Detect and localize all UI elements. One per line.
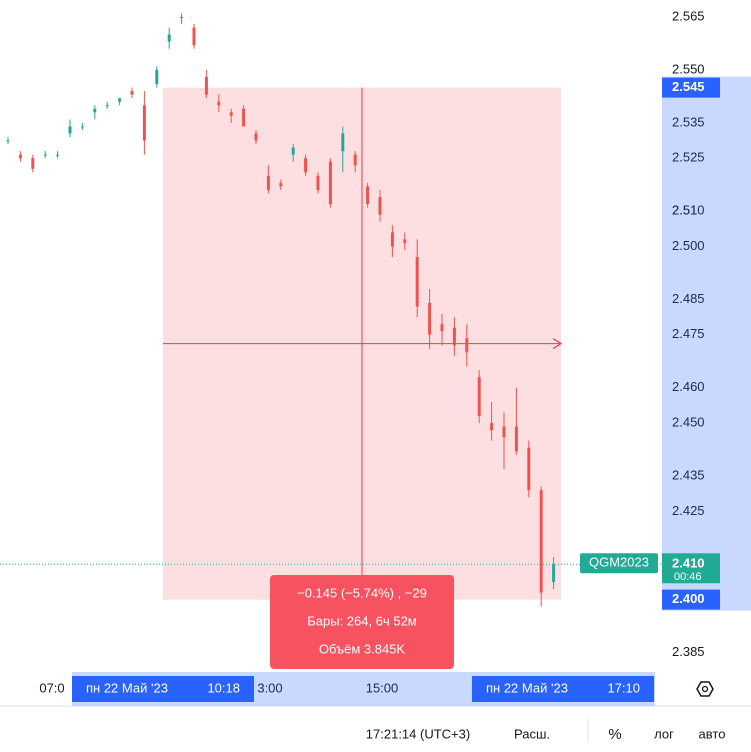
candle-body xyxy=(18,154,22,159)
end-price-badge xyxy=(662,589,720,610)
candle-body xyxy=(68,126,72,134)
candle-body xyxy=(229,112,233,116)
candle-body xyxy=(502,426,506,438)
candle-body xyxy=(56,154,60,156)
candle-body xyxy=(490,423,494,431)
settings-icon-center xyxy=(701,685,709,693)
candle-body xyxy=(93,108,97,113)
candle-body xyxy=(217,101,221,106)
x-date-badge xyxy=(72,676,254,702)
x-date-label: пн 22 Май '23 xyxy=(486,680,568,695)
y-tick-label: 2.525 xyxy=(672,150,705,165)
candle-body xyxy=(527,447,531,491)
y-axis-highlight xyxy=(662,76,751,611)
y-tick-label: 2.565 xyxy=(672,8,705,23)
y-tick-label: 2.435 xyxy=(672,467,705,482)
candle-body xyxy=(291,147,295,155)
toolbar-time[interactable]: 17:21:14 (UTC+3) xyxy=(366,726,470,741)
candle-body xyxy=(254,133,258,141)
y-tick-label: 2.550 xyxy=(672,61,705,76)
candle-body xyxy=(552,564,556,582)
y-tick-label: 2.385 xyxy=(672,644,705,659)
toolbar-session[interactable]: Расш. xyxy=(514,726,550,741)
measure-volume: Объём 3.845K xyxy=(319,641,406,656)
last-price-badge xyxy=(662,553,720,584)
candle-body xyxy=(452,327,456,346)
y-tick-label: 2.460 xyxy=(672,379,705,394)
symbol-badge xyxy=(580,553,658,574)
x-time-label: 10:18 xyxy=(207,680,240,695)
candle-body xyxy=(514,426,518,452)
x-date-label: пн 22 Май '23 xyxy=(86,680,168,695)
candle-body xyxy=(80,126,84,128)
settings-icon[interactable] xyxy=(696,681,714,697)
candle-body xyxy=(192,27,196,46)
candle-body xyxy=(6,140,10,142)
candle-body xyxy=(477,377,481,416)
candle-body xyxy=(43,154,47,156)
measure-tooltip xyxy=(270,575,454,669)
start-price-label: 2.545 xyxy=(672,79,705,94)
y-tick-label: 2.425 xyxy=(672,503,705,518)
candle-body xyxy=(142,105,146,141)
candle-body xyxy=(353,154,357,166)
x-tick-label: 15:00 xyxy=(366,680,399,695)
candle-body xyxy=(31,158,35,169)
candle-body xyxy=(403,239,407,243)
candle-body xyxy=(378,197,382,215)
y-tick-label: 2.475 xyxy=(672,326,705,341)
candle-body xyxy=(465,338,469,353)
countdown-label: 00:46 xyxy=(674,571,702,583)
measure-bars: Бары: 264, 6ч 52м xyxy=(307,613,417,628)
x-time-label: 17:10 xyxy=(607,680,640,695)
candles xyxy=(6,13,556,607)
x-tick-label: 3:00 xyxy=(257,680,282,695)
toolbar-log[interactable]: лог xyxy=(654,726,674,741)
candle-body xyxy=(105,105,109,107)
candle-body xyxy=(440,324,444,332)
candle-body xyxy=(428,302,432,335)
candle-body xyxy=(328,161,332,205)
end-price-label: 2.400 xyxy=(672,591,705,606)
candle-body xyxy=(539,490,543,593)
candle-body xyxy=(266,175,270,190)
candle-body xyxy=(242,108,246,127)
candle-body xyxy=(415,257,419,307)
candle-body xyxy=(180,16,184,18)
candle-body xyxy=(390,232,394,247)
last-price-label: 2.410 xyxy=(672,556,705,571)
y-tick-label: 2.510 xyxy=(672,203,705,218)
symbol-label: QGM2023 xyxy=(589,555,649,570)
y-tick-label: 2.485 xyxy=(672,291,705,306)
candle-body xyxy=(279,182,283,187)
start-price-badge xyxy=(662,77,720,98)
y-tick-label: 2.51 xyxy=(672,203,697,218)
y-tick-label: 2.535 xyxy=(672,114,705,129)
candle-body xyxy=(366,186,370,205)
measure-change: −0.145 (−5.74%) , −29 xyxy=(297,585,427,600)
candle-body xyxy=(204,76,208,95)
toolbar-auto[interactable]: авто xyxy=(699,726,726,741)
candle-body xyxy=(130,91,134,95)
candle-body xyxy=(167,34,171,42)
x-tick-label: 07:0 xyxy=(39,680,64,695)
candle-body xyxy=(155,69,159,85)
y-tick-label: 2.500 xyxy=(672,238,705,253)
candle-body xyxy=(304,158,308,173)
toolbar-percent[interactable]: % xyxy=(608,726,621,743)
x-date-badge xyxy=(472,676,654,702)
measure-arrow xyxy=(552,338,563,350)
candle-body xyxy=(341,133,345,152)
y-tick-label: 2.450 xyxy=(672,414,705,429)
candle-body xyxy=(118,98,122,102)
candle-body xyxy=(316,175,320,190)
